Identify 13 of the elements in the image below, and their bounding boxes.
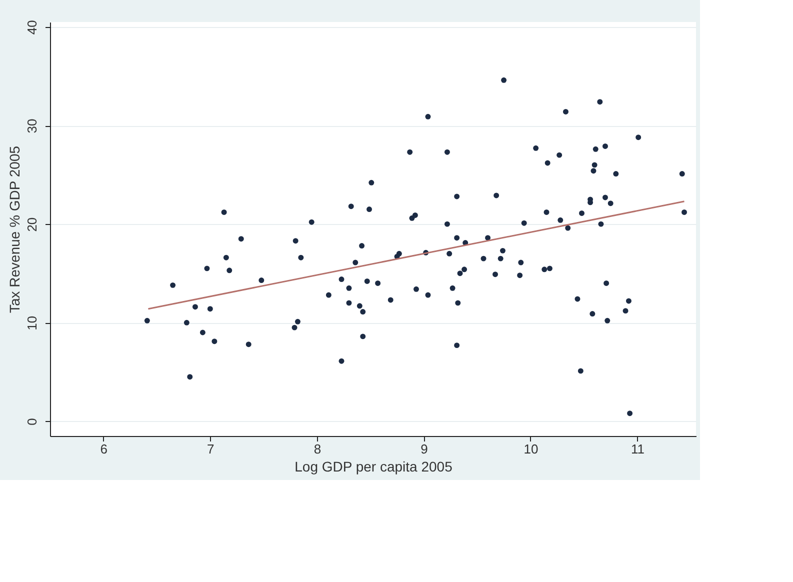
y-tick-label: 30 <box>24 118 40 134</box>
y-tick-label: 10 <box>24 316 40 330</box>
x-tick-label: 8 <box>314 442 322 456</box>
y-tick-label: 40 <box>24 20 40 35</box>
x-tick-label: 10 <box>524 442 538 456</box>
x-tick-label: 6 <box>100 442 108 456</box>
x-tick-label: 7 <box>207 442 214 456</box>
y-axis-title: Tax Revenue % GDP 2005 <box>6 146 22 314</box>
x-tick-label: 9 <box>420 442 428 456</box>
y-tick-label: 0 <box>24 418 40 426</box>
y-tick-label: 20 <box>24 217 40 232</box>
x-tick-label: 11 <box>631 442 645 456</box>
x-axis-title: Log GDP per capita 2005 <box>294 458 453 474</box>
